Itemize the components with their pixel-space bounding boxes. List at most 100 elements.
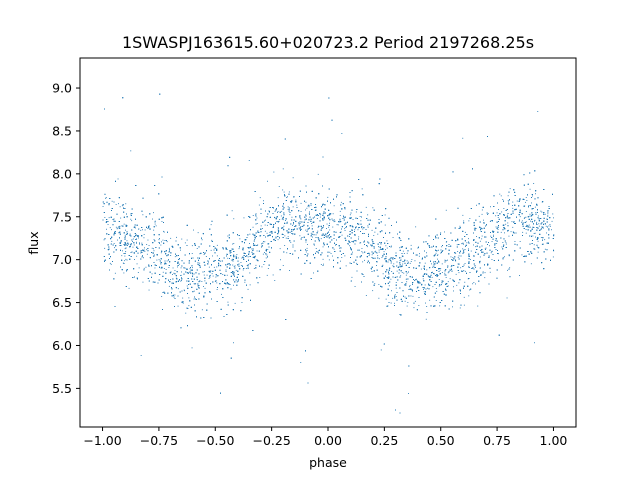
scatter-point [232,243,234,245]
scatter-point [553,250,555,252]
scatter-point [457,256,459,258]
scatter-point [400,257,402,259]
scatter-point [248,160,250,161]
scatter-point [305,209,306,211]
scatter-point [447,281,449,283]
scatter-point [279,219,281,220]
scatter-point [186,239,188,241]
scatter-point [204,287,206,289]
scatter-point [282,227,283,228]
scatter-point [440,268,442,269]
scatter-point [260,235,262,237]
scatter-point [287,196,288,198]
scatter-point [240,262,242,263]
scatter-point [446,241,448,242]
scatter-point [361,227,362,229]
scatter-point [208,261,209,263]
scatter-point [130,252,132,253]
scatter-point [409,285,411,286]
scatter-point [282,219,284,221]
scatter-point [388,285,390,287]
scatter-point [344,230,346,231]
scatter-point [436,290,438,292]
scatter-point [136,238,137,240]
scatter-point [282,168,284,170]
scatter-point [259,197,261,199]
scatter-point [229,250,231,251]
scatter-point [132,246,134,248]
scatter-point [123,223,125,225]
scatter-point [506,297,508,299]
scatter-point [431,276,433,278]
scatter-point [172,267,174,269]
scatter-point [534,206,536,208]
scatter-point [473,255,475,256]
scatter-point [140,252,142,254]
scatter-point [442,250,444,251]
scatter-point [302,225,304,227]
scatter-point [281,218,283,220]
scatter-point [264,241,266,243]
scatter-point [464,249,466,250]
scatter-point [341,133,343,134]
scatter-point [411,259,413,260]
scatter-point [399,260,401,262]
scatter-point [340,260,341,262]
scatter-point [145,266,147,268]
scatter-point [327,196,329,198]
scatter-point [497,217,499,218]
scatter-point [437,254,439,256]
scatter-point [474,227,476,229]
scatter-point [464,281,466,283]
scatter-point [349,245,351,247]
scatter-point [406,281,408,283]
scatter-point [457,251,459,252]
scatter-point [489,271,491,273]
scatter-point [234,302,236,304]
scatter-point [280,259,281,261]
scatter-point [383,251,385,253]
scatter-point [189,271,191,273]
scatter-point [349,236,350,237]
scatter-point [444,231,445,233]
scatter-point [450,256,452,258]
scatter-point [511,221,513,223]
scatter-point [156,259,158,261]
scatter-point [388,277,390,279]
scatter-point [265,257,267,259]
scatter-point [113,243,115,244]
chart-title: 1SWASPJ163615.60+020723.2 Period 2197268… [122,33,534,52]
scatter-point [406,260,408,262]
scatter-point [349,233,351,235]
scatter-point [138,228,139,230]
scatter-point [180,267,182,269]
scatter-point [548,225,550,227]
scatter-point [498,253,499,255]
scatter-point [208,278,210,279]
scatter-point [504,227,505,229]
scatter-point [546,232,547,234]
scatter-point [284,245,286,246]
scatter-point [292,224,293,226]
scatter-point [128,287,130,289]
scatter-point [464,270,466,272]
scatter-point [125,251,127,252]
scatter-point [456,284,458,286]
scatter-point [282,189,284,191]
scatter-point [216,275,218,277]
scatter-point [289,214,291,216]
scatter-point [339,210,341,212]
scatter-point [371,254,373,256]
scatter-point [274,280,276,281]
scatter-point [479,260,481,262]
scatter-point [462,137,464,139]
scatter-point [154,220,156,222]
scatter-point [473,228,475,230]
scatter-point [509,267,511,269]
scatter-point [414,300,416,302]
scatter-point [392,297,394,299]
scatter-point [508,201,509,203]
scatter-point [444,272,446,274]
scatter-point [366,246,368,248]
scatter-point [415,226,417,228]
